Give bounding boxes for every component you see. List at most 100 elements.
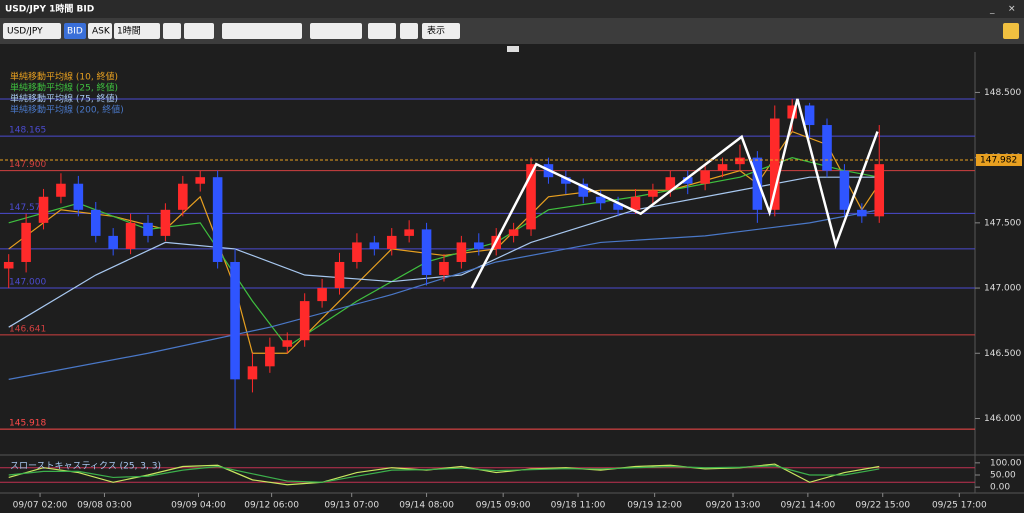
x-tick-label: 09/19 12:00 <box>627 501 682 511</box>
period-select[interactable] <box>114 23 160 39</box>
candle-body <box>212 177 223 262</box>
candle-body <box>352 242 362 262</box>
y-tick-label: 148.500 <box>984 88 1021 98</box>
candle-body <box>857 209 867 217</box>
candle-body <box>299 301 310 341</box>
ask-button[interactable] <box>88 23 112 39</box>
candle-body <box>90 209 101 236</box>
candle-body <box>38 196 49 223</box>
legend-entry: 単純移動平均線 (10, 終値) <box>10 71 118 83</box>
y-tick-label: 146.500 <box>984 349 1021 359</box>
x-tick-label: 09/08 03:00 <box>77 501 132 511</box>
symbol: USD/JPY <box>7 27 43 37</box>
candle-body <box>73 183 84 210</box>
x-tick-label: 09/13 07:00 <box>324 501 379 511</box>
window-title: USD/JPY 1時間 BID <box>5 3 94 15</box>
trend-drawing <box>470 98 879 289</box>
minimize[interactable]: _ <box>989 5 995 15</box>
candle-body <box>613 203 623 210</box>
chart-layer: 148.165 147.900 147.573 147.000 146.641 145.9… <box>0 71 1022 511</box>
candle-body <box>386 235 397 249</box>
candle-body <box>195 177 206 184</box>
layout-tool[interactable] <box>400 23 418 39</box>
bid-button[interactable] <box>64 23 86 39</box>
x-tick-label: 09/15 09:00 <box>476 501 531 511</box>
tool-button[interactable] <box>163 23 181 39</box>
y-tick-label: 147.500 <box>984 218 1021 228</box>
candle-body <box>474 242 484 249</box>
view: 表示 <box>427 25 445 37</box>
price-tag <box>976 153 1022 166</box>
candle-body <box>648 190 658 197</box>
pen-tool[interactable] <box>368 23 396 39</box>
candle-body <box>282 340 293 347</box>
level-label: 145.918 <box>9 419 46 429</box>
chart-type[interactable] <box>184 23 214 39</box>
x-tick-label: 09/20 13:00 <box>706 501 761 511</box>
y-tick-label: 100.00 <box>990 458 1022 468</box>
x-tick-label: 09/22 15:00 <box>855 501 910 511</box>
close[interactable]: ✕ <box>1008 5 1016 15</box>
x-tick-label: 09/12 06:00 <box>244 501 299 511</box>
level-label: 147.573 <box>9 203 46 213</box>
title-bar <box>0 0 1024 18</box>
x-tick-label: 09/14 08:00 <box>399 501 454 511</box>
candle-body <box>456 242 467 262</box>
candle-body <box>508 229 519 236</box>
candle-body <box>769 118 780 210</box>
x-tick-label: 09/21 14:00 <box>780 501 835 511</box>
candle-body <box>682 177 693 184</box>
draw-tools[interactable] <box>310 23 362 39</box>
level-label: 147.000 <box>9 278 46 288</box>
level-label: 146.641 <box>9 324 46 334</box>
candle-body <box>804 105 815 126</box>
candle-body <box>526 164 536 230</box>
period: 1時間 <box>117 26 141 37</box>
settings[interactable] <box>1003 23 1019 39</box>
candle-body <box>561 177 571 184</box>
candle-body <box>230 261 240 380</box>
candle-body <box>143 222 153 236</box>
candle-body <box>125 222 136 249</box>
symbol-select[interactable] <box>3 23 61 39</box>
moving-average <box>8 209 880 380</box>
candle-body <box>717 164 728 171</box>
candle-body <box>265 346 275 367</box>
indicator-title: スローストキャスティクス (25, 3, 3) <box>10 461 161 472</box>
level-label: 148.165 <box>9 126 46 136</box>
collapse-tab[interactable] <box>507 46 519 52</box>
legend-entry: 単純移動平均線 (25, 終値) <box>10 82 118 94</box>
candle-body <box>369 242 380 249</box>
candle-body <box>3 261 14 269</box>
y-tick-label: 50.00 <box>990 471 1016 481</box>
candle-body <box>56 183 66 197</box>
candle-body <box>735 157 745 165</box>
candle-body <box>595 196 606 204</box>
y-tick-label: 0.00 <box>990 483 1010 493</box>
candle-body <box>160 209 171 236</box>
y-tick-label: 146.000 <box>984 414 1021 424</box>
candle-body <box>630 196 641 210</box>
zoom-tools[interactable] <box>222 23 302 39</box>
x-tick-label: 09/09 04:00 <box>171 501 226 511</box>
legend-entry: 単純移動平均線 (200, 終値) <box>10 104 124 116</box>
x-tick-label: 09/25 17:00 <box>932 501 987 511</box>
candle-body <box>439 261 449 276</box>
candle-body <box>317 288 327 302</box>
candle-body <box>21 222 31 262</box>
candle-body <box>247 366 258 380</box>
candle-body <box>334 261 345 289</box>
candle-body <box>752 157 763 210</box>
candle-body <box>874 164 885 217</box>
current-price-label: 147.982 <box>980 155 1017 165</box>
candle-body <box>839 170 850 210</box>
view-menu[interactable] <box>422 23 460 39</box>
candle-body <box>178 183 188 210</box>
oscillator-line <box>8 465 880 483</box>
bid: BID <box>67 27 83 37</box>
candle-body <box>665 177 676 191</box>
candle-body <box>822 125 832 171</box>
level-label: 147.900 <box>9 160 46 170</box>
x-tick-label: 09/07 02:00 <box>13 501 68 511</box>
